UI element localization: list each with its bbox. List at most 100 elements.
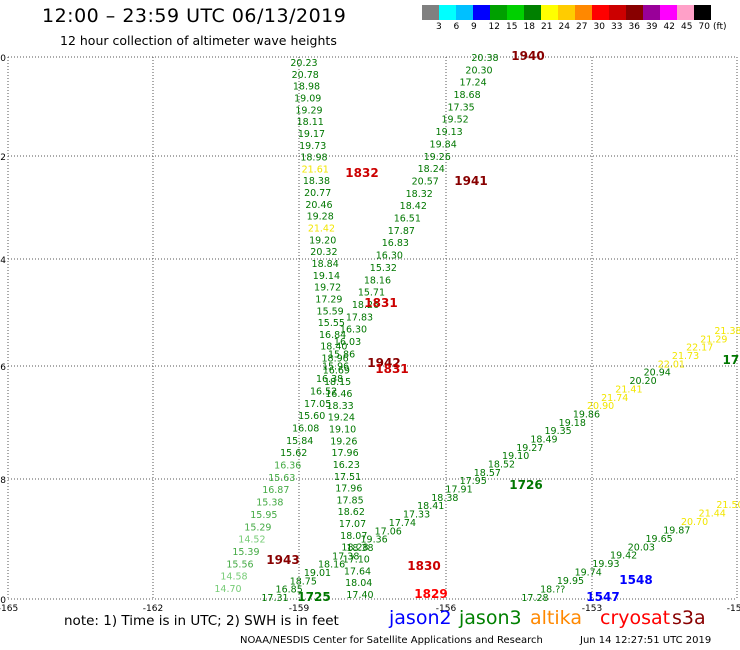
scale-swatch <box>626 5 643 20</box>
swh-value: 18.98 <box>300 153 327 164</box>
pass-time-label: 1830 <box>407 559 440 573</box>
swh-value: 18.42 <box>400 201 427 212</box>
swh-value: 16.23 <box>333 460 360 471</box>
swh-value: 19.95 <box>557 576 584 587</box>
swh-value: 21.74 <box>601 393 628 404</box>
swh-value: 19.26 <box>330 436 357 447</box>
swh-value: 18.33 <box>326 401 353 412</box>
swh-value: 18.15 <box>324 377 351 388</box>
swh-value: 22.17 <box>686 343 713 354</box>
swh-value: 18.49 <box>530 434 557 445</box>
swh-value: 15.95 <box>250 510 277 521</box>
swh-value: 17.38 <box>332 551 359 562</box>
swh-value: 18.40 <box>320 342 347 353</box>
lat-label: -58 <box>0 476 6 486</box>
scale-label: 45 <box>681 22 693 32</box>
pass-time-label: 1831 <box>375 362 408 376</box>
swh-value: 21.44 <box>699 508 726 519</box>
swh-value: 20.23 <box>290 58 317 69</box>
swh-value: 17.24 <box>459 78 486 89</box>
swh-value: 20.70 <box>681 517 708 528</box>
swh-value: 16.03 <box>334 337 361 348</box>
scale-swatch <box>541 5 558 20</box>
swh-value: 20.78 <box>292 70 319 81</box>
pass-time-label: 1829 <box>414 587 447 601</box>
swh-value: 19.20 <box>309 235 336 246</box>
wave-height-color-scale <box>422 5 711 20</box>
swh-value: 19.42 <box>610 551 637 562</box>
swh-value: 18.38 <box>346 543 373 554</box>
swh-value: 19.28 <box>307 212 334 223</box>
longitude-labels: -165 -162 -159 -156 -153 -150 <box>0 604 740 614</box>
swh-value: 18.07 <box>340 531 367 542</box>
swh-value: 15.86 <box>328 349 355 360</box>
scale-label: 30 <box>593 22 605 32</box>
lon-label: -153 <box>582 604 602 614</box>
pass-time-label: 1548 <box>619 573 652 587</box>
swh-value: 18.04 <box>345 578 372 589</box>
scale-swatch <box>524 5 541 20</box>
swh-value: 16.51 <box>394 214 421 225</box>
swh-value: 20.20 <box>629 376 656 387</box>
swh-value: 20.90 <box>587 401 614 412</box>
swh-value: 19.27 <box>516 443 543 454</box>
pass-time-label: 172 <box>722 353 740 367</box>
swh-value: 18.16 <box>318 560 345 571</box>
credit-text: NOAA/NESDIS Center for Satellite Applica… <box>240 635 543 646</box>
swh-value: 18.28 <box>341 543 368 554</box>
scale-swatch <box>473 5 490 20</box>
swh-value: 20.57 <box>412 176 439 187</box>
satellite-legend-cryosat: cryosat <box>600 607 671 629</box>
scale-label: 6 <box>453 22 460 32</box>
swh-value: 15.59 <box>317 306 344 317</box>
swh-value: 17.95 <box>460 476 487 487</box>
lon-label: -159 <box>289 604 310 614</box>
swh-value: 17.10 <box>343 555 370 566</box>
lat-label: -60 <box>0 596 6 606</box>
swh-value: 18.96 <box>322 354 349 365</box>
swh-value: 18.11 <box>297 117 324 128</box>
swh-value: 15.39 <box>232 547 259 558</box>
swh-value: 17.96 <box>335 484 362 495</box>
scale-label: 33 <box>611 22 623 32</box>
swh-value: 17.29 <box>315 294 342 305</box>
scale-swatch <box>490 5 507 20</box>
scale-label: 42 <box>663 22 675 32</box>
swh-value: 21.29 <box>700 334 727 345</box>
swh-value: 15.38 <box>256 498 283 509</box>
swh-value: 14.58 <box>220 572 247 583</box>
swh-value: 18.26 <box>352 300 379 311</box>
swh-value: 19.93 <box>592 559 619 570</box>
swh-value: 20.03 <box>628 542 655 553</box>
swh-value: 18.38 <box>431 493 458 504</box>
lat-label: -52 <box>0 153 6 163</box>
swh-value: 19.84 <box>430 139 457 150</box>
swh-value: 17.96 <box>331 448 358 459</box>
pass-time-label: 1941 <box>454 174 487 188</box>
scale-swatch <box>439 5 456 20</box>
lat-label: -50 <box>0 54 6 64</box>
map-title: 12:00 – 23:59 UTC 06/13/2019 <box>42 5 347 27</box>
lat-label: -54 <box>0 256 6 266</box>
swh-value: 18.75 <box>290 576 317 587</box>
swh-value: 17.07 <box>339 519 366 530</box>
swh-value: 15.60 <box>298 411 325 422</box>
swh-value: 19.18 <box>559 418 586 429</box>
swh-value: 18.62 <box>338 507 365 518</box>
swh-value: 21.42 <box>308 224 335 235</box>
swh-value: 17.28 <box>521 593 548 604</box>
swh-value: 19.17 <box>298 129 325 140</box>
swh-value: 17.51 <box>334 472 361 483</box>
swh-value: 19.10 <box>329 424 356 435</box>
swh-value: 16.83 <box>382 238 409 249</box>
swh-value: 19.29 <box>295 105 322 116</box>
note-text: note: 1) Time is in UTC; 2) SWH is in fe… <box>64 613 339 629</box>
swh-value: 18.41 <box>417 501 444 512</box>
swh-value: 15.71 <box>358 288 385 299</box>
swh-value: 17.05 <box>304 399 331 410</box>
swh-value: 18.52 <box>488 460 515 471</box>
scale-swatch <box>422 5 439 20</box>
scale-label: 70 <box>698 22 710 32</box>
